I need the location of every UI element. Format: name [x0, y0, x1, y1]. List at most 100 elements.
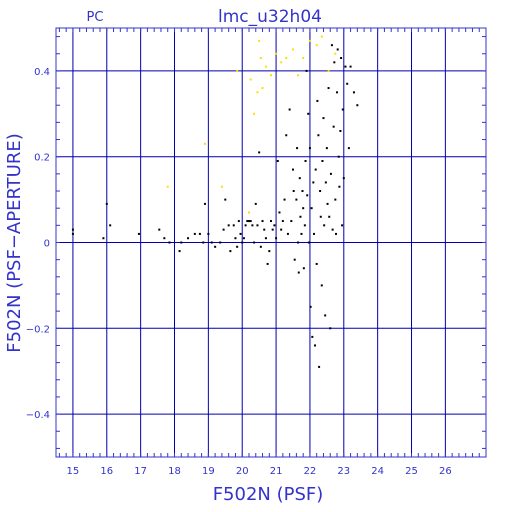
- data-point: [302, 207, 305, 210]
- data-point: [158, 228, 161, 231]
- data-point: [214, 245, 217, 248]
- data-point: [251, 224, 254, 227]
- data-point: [234, 237, 237, 240]
- data-point: [241, 241, 244, 244]
- data-point: [301, 190, 304, 193]
- data-point: [334, 52, 337, 55]
- data-point: [275, 237, 278, 240]
- y-tick-label: 0: [44, 239, 50, 250]
- data-point: [292, 168, 295, 171]
- data-point: [281, 220, 284, 223]
- data-point: [236, 69, 239, 72]
- data-point: [316, 99, 319, 102]
- data-point: [330, 44, 333, 47]
- x-tick-label: 20: [236, 466, 249, 477]
- data-point: [249, 220, 252, 223]
- data-point: [297, 241, 300, 244]
- data-point: [356, 104, 359, 107]
- data-point: [232, 224, 235, 227]
- data-point: [237, 220, 240, 223]
- data-point: [270, 74, 272, 77]
- data-point: [280, 228, 283, 231]
- data-point: [290, 220, 293, 223]
- data-point: [220, 185, 223, 188]
- data-point: [337, 155, 340, 158]
- x-tick-label: 22: [304, 466, 317, 477]
- data-point: [285, 57, 288, 60]
- data-point: [352, 91, 355, 94]
- data-point: [339, 129, 342, 132]
- data-point: [334, 198, 337, 201]
- data-point: [187, 237, 190, 240]
- x-tick-labels: 15 16 17 18 19 20 21 22 23 24 25 26: [67, 466, 452, 477]
- data-point: [102, 237, 105, 240]
- data-point: [193, 232, 196, 235]
- data-point: [249, 78, 252, 81]
- data-point: [313, 232, 315, 235]
- data-point: [310, 207, 313, 210]
- data-point: [299, 215, 302, 218]
- data-point: [318, 365, 321, 368]
- data-point: [314, 344, 317, 347]
- data-point: [270, 220, 272, 223]
- data-point: [227, 224, 230, 227]
- data-point: [259, 57, 262, 60]
- data-point: [329, 172, 332, 175]
- data-point: [253, 241, 256, 244]
- data-point: [331, 228, 334, 231]
- data-point: [327, 87, 330, 90]
- x-tick-label: 23: [337, 466, 350, 477]
- data-point: [168, 241, 171, 244]
- x-tick-label: 25: [405, 466, 418, 477]
- data-point: [308, 39, 311, 42]
- data-point: [324, 314, 327, 317]
- data-point: [203, 202, 206, 205]
- data-point: [340, 57, 343, 60]
- x-tick-label: 21: [270, 466, 283, 477]
- data-point: [203, 142, 206, 145]
- data-point: [271, 228, 274, 231]
- data-point: [258, 151, 261, 154]
- data-point: [239, 232, 242, 235]
- data-point: [324, 181, 327, 184]
- data-point: [297, 271, 300, 274]
- data-point: [256, 224, 259, 227]
- data-points: [71, 35, 359, 368]
- data-point: [207, 232, 210, 235]
- data-point: [319, 215, 322, 218]
- data-point: [307, 112, 310, 115]
- data-point: [229, 250, 232, 253]
- data-point: [307, 241, 310, 244]
- data-point: [332, 125, 335, 128]
- data-point: [278, 211, 281, 214]
- data-point: [178, 250, 181, 253]
- data-point: [109, 224, 112, 227]
- data-point: [347, 147, 350, 150]
- data-point: [288, 108, 291, 111]
- x-tick-label: 19: [202, 466, 215, 477]
- data-point: [320, 35, 323, 38]
- data-point: [256, 91, 259, 94]
- data-point: [323, 224, 326, 227]
- data-point: [247, 211, 250, 214]
- data-point: [105, 202, 108, 205]
- y-axis-label: F502N (PSF−APERTURE): [4, 133, 25, 352]
- data-point: [295, 198, 298, 201]
- data-point: [254, 202, 257, 205]
- x-tick-label: 18: [168, 466, 181, 477]
- data-point: [273, 224, 276, 227]
- data-point: [305, 69, 308, 72]
- data-point: [321, 159, 324, 162]
- data-point: [286, 232, 289, 235]
- data-point: [266, 262, 269, 265]
- data-point: [346, 82, 349, 85]
- data-point: [261, 87, 264, 90]
- data-point: [263, 228, 266, 231]
- x-tick-label: 26: [439, 466, 452, 477]
- y-tick-labels: −0.4 −0.2 0 0.2 0.4: [26, 67, 50, 421]
- chart-title: lmc_u32h04: [218, 7, 322, 27]
- data-point: [163, 237, 166, 240]
- data-point: [71, 232, 74, 235]
- x-tick-label: 16: [100, 466, 113, 477]
